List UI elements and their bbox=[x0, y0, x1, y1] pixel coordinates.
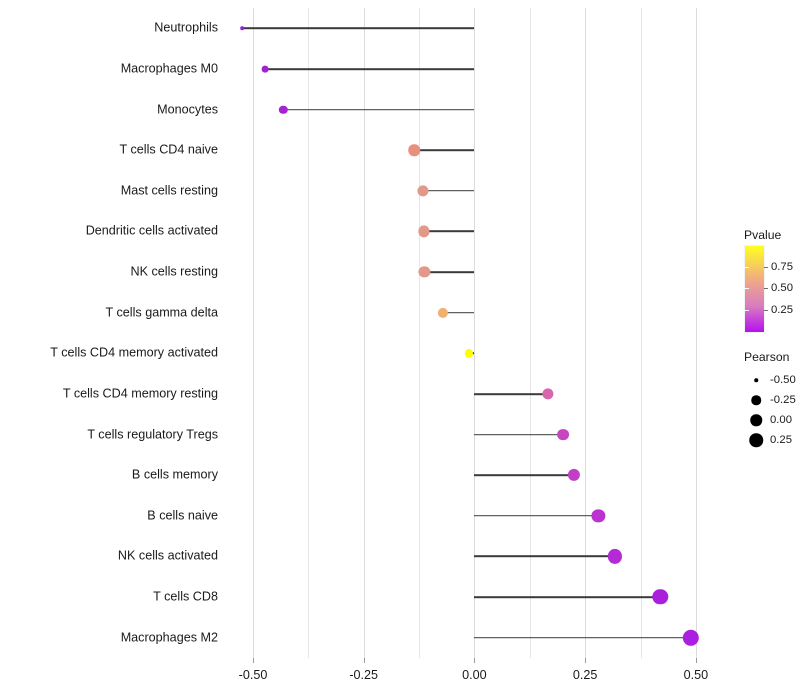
pvalue-tick-label: 0.75 bbox=[771, 260, 793, 273]
pvalue-tick-mark bbox=[764, 266, 768, 268]
y-axis-tick-label: Mast cells resting bbox=[120, 183, 218, 198]
pearson-size-swatch bbox=[754, 378, 758, 382]
pearson-size-label: -0.50 bbox=[770, 374, 796, 386]
y-axis-tick-label: Macrophages M0 bbox=[120, 61, 218, 76]
lollipop-stem bbox=[474, 636, 691, 639]
lollipop-stem bbox=[422, 190, 475, 192]
lollipop-stem bbox=[474, 555, 616, 558]
lollipop-stem bbox=[414, 149, 475, 151]
data-point[interactable] bbox=[240, 26, 244, 31]
data-point[interactable] bbox=[591, 509, 606, 523]
gridline-major bbox=[585, 8, 587, 658]
y-axis-tick-label: T cells regulatory Tregs bbox=[87, 427, 218, 442]
pearson-size-item: 0.00 bbox=[744, 410, 800, 430]
data-point[interactable] bbox=[417, 185, 429, 197]
pearson-size-item: -0.50 bbox=[744, 370, 800, 390]
pvalue-color-legend: Pvalue 0.75 0.50 0.25 bbox=[744, 228, 793, 333]
pvalue-tick-mark-inner bbox=[744, 288, 749, 290]
y-axis-tick-label: Neutrophils bbox=[154, 21, 218, 36]
pearson-size-label: 0.00 bbox=[770, 414, 792, 426]
pearson-size-item: -0.25 bbox=[744, 390, 800, 410]
data-point[interactable] bbox=[417, 225, 430, 238]
data-point[interactable] bbox=[652, 589, 669, 605]
x-axis-tick-mark bbox=[363, 658, 365, 663]
lollipop-stem bbox=[474, 393, 548, 395]
pvalue-tick-mark bbox=[764, 309, 768, 311]
gridline-minor bbox=[640, 8, 642, 658]
y-axis-tick-label: Dendritic cells activated bbox=[85, 224, 218, 239]
pearson-size-swatch bbox=[749, 433, 763, 447]
x-axis-tick-label: -0.25 bbox=[349, 668, 379, 682]
x-axis-tick-label: 0.00 bbox=[462, 668, 487, 682]
pvalue-tick-mark-inner bbox=[744, 309, 749, 311]
pvalue-tick-mark bbox=[764, 288, 768, 290]
y-axis-tick-label: B cells memory bbox=[131, 467, 218, 482]
lollipop-stem bbox=[283, 108, 475, 111]
pearson-size-item: 0.25 bbox=[744, 430, 800, 450]
plot-panel bbox=[222, 8, 718, 658]
lollipop-stem bbox=[265, 68, 475, 70]
lollipop-stem bbox=[474, 474, 575, 476]
data-point[interactable] bbox=[541, 388, 554, 400]
gridline-major bbox=[695, 8, 697, 658]
data-point[interactable] bbox=[408, 144, 420, 156]
lollipop-stem bbox=[474, 596, 661, 598]
x-axis-tick-label: -0.50 bbox=[238, 668, 268, 682]
lollipop-stem bbox=[474, 433, 563, 436]
x-axis-tick-mark bbox=[695, 658, 697, 663]
lollipop-stem bbox=[474, 515, 599, 517]
lollipop-stem bbox=[423, 230, 475, 233]
y-axis-labels: Neutrophils Macrophages M0 Monocytes T cell… bbox=[0, 0, 218, 700]
x-axis-tick-label: 0.50 bbox=[683, 668, 709, 682]
y-axis-tick-label: Macrophages M2 bbox=[120, 630, 218, 645]
lollipop-stem bbox=[442, 311, 475, 314]
gridline-minor bbox=[419, 8, 421, 658]
data-point[interactable] bbox=[682, 629, 699, 646]
y-axis-tick-label: Monocytes bbox=[157, 102, 218, 117]
y-axis-tick-label: T cells CD4 naive bbox=[119, 142, 218, 157]
lollipop-stem bbox=[424, 271, 475, 273]
data-point[interactable] bbox=[557, 428, 569, 441]
y-axis-tick-label: NK cells resting bbox=[130, 264, 219, 279]
pvalue-tick-mark-inner bbox=[744, 266, 749, 268]
y-axis-tick-label: T cells CD8 bbox=[153, 589, 218, 604]
pvalue-tick-label: 0.50 bbox=[771, 282, 793, 294]
pearson-size-label: 0.25 bbox=[770, 434, 792, 446]
data-point[interactable] bbox=[464, 349, 473, 358]
pvalue-legend-title: Pvalue bbox=[744, 228, 782, 242]
y-axis-tick-label: T cells gamma delta bbox=[105, 305, 218, 320]
gridline-minor bbox=[308, 8, 310, 658]
pearson-size-swatch bbox=[751, 395, 761, 405]
data-point[interactable] bbox=[418, 266, 430, 278]
x-axis-tick-mark bbox=[253, 658, 254, 663]
y-axis-tick-label: T cells CD4 memory activated bbox=[50, 346, 218, 361]
gridline-major bbox=[253, 8, 254, 658]
data-point[interactable] bbox=[261, 65, 269, 73]
gridline-minor bbox=[529, 8, 531, 658]
y-axis-tick-label: B cells naive bbox=[147, 508, 218, 523]
pearson-size-swatch bbox=[750, 414, 762, 426]
gridline-major bbox=[363, 8, 365, 658]
pearson-legend-title: Pearson bbox=[744, 350, 790, 364]
pearson-size-label: -0.25 bbox=[770, 394, 796, 406]
data-point[interactable] bbox=[608, 549, 623, 564]
x-axis-tick-mark bbox=[474, 658, 476, 663]
data-point[interactable] bbox=[278, 105, 288, 114]
x-axis-tick-mark bbox=[585, 658, 587, 663]
y-axis-tick-label: T cells CD4 memory resting bbox=[62, 386, 218, 401]
gridline-major bbox=[474, 8, 476, 658]
data-point[interactable] bbox=[567, 469, 581, 482]
lollipop-stem bbox=[241, 27, 475, 30]
y-axis-tick-label: NK cells activated bbox=[117, 549, 218, 564]
pearson-size-legend: Pearson -0.50 -0.25 0.00 0.25 bbox=[744, 350, 796, 447]
data-point[interactable] bbox=[437, 307, 448, 318]
pvalue-tick-label: 0.25 bbox=[771, 303, 793, 316]
x-axis-tick-label: 0.25 bbox=[572, 668, 598, 682]
